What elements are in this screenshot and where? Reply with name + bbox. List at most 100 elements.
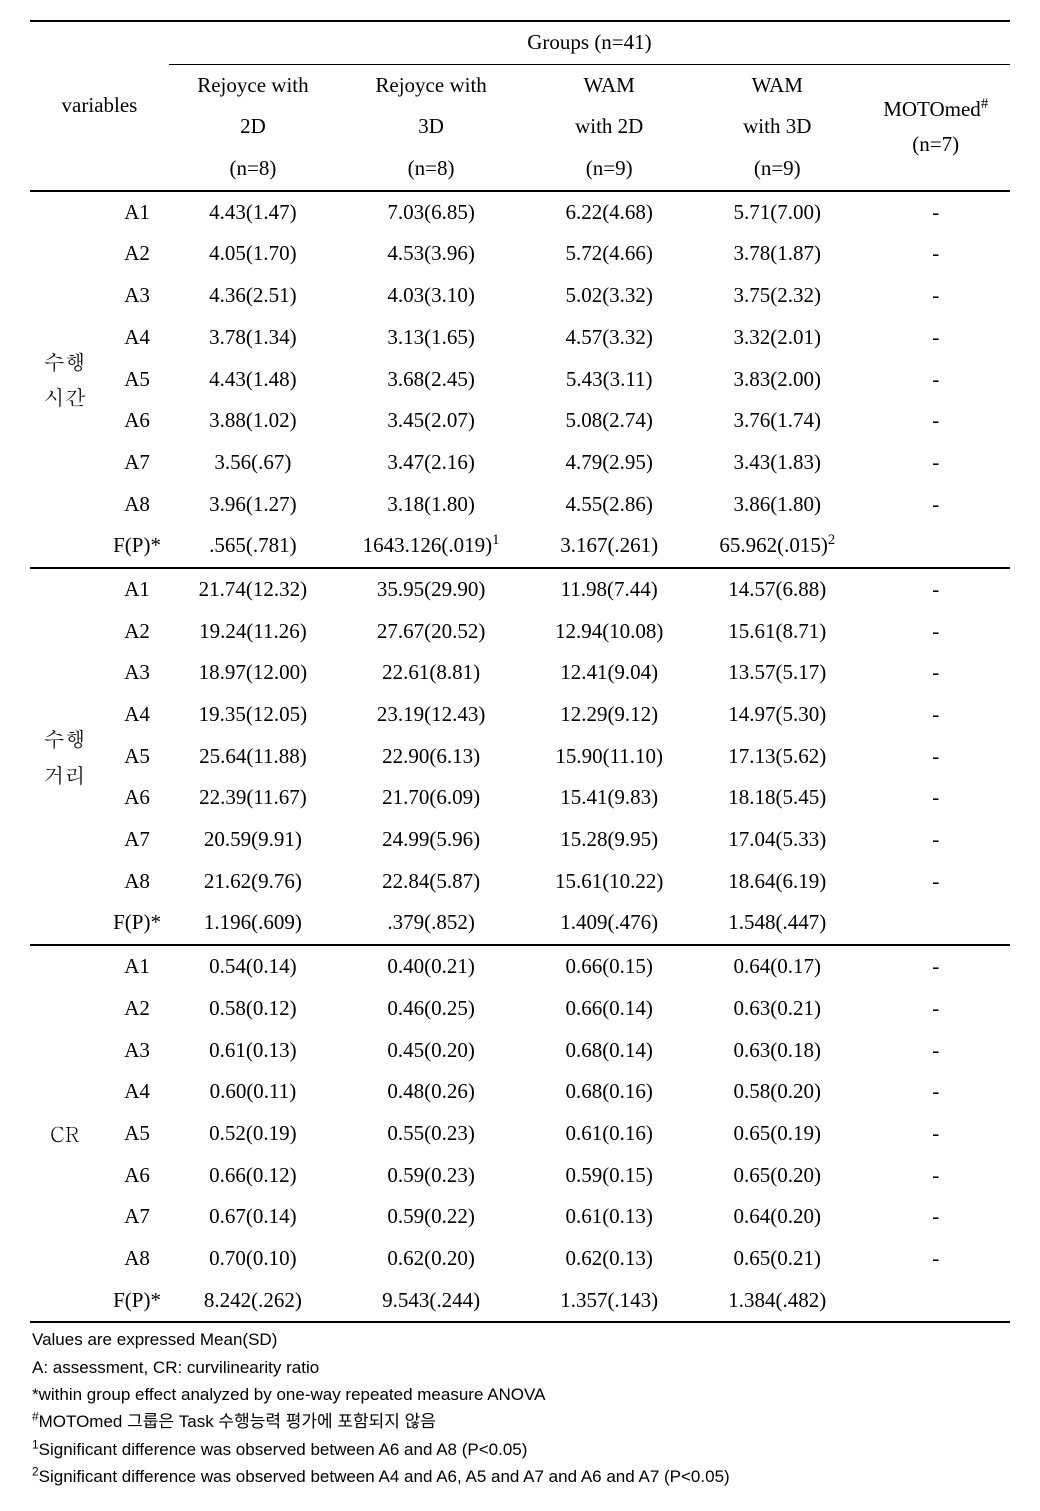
data-cell: 0.59(0.15) [525,1155,693,1197]
footnotes: Values are expressed Mean(SD) A: assessm… [30,1327,1010,1490]
row-sublabel: A5 [99,736,169,778]
data-cell: 3.96(1.27) [169,484,337,526]
motomed-cell: - [861,777,1010,819]
data-table: variables Groups (n=41) Rejoyce with Rej… [30,20,1010,1323]
stat-label: F(P)* [99,525,169,568]
table-row: A318.97(12.00)22.61(8.81)12.41(9.04)13.5… [30,652,1010,694]
motomed-cell: - [861,988,1010,1030]
data-cell: 15.28(9.95) [525,819,693,861]
data-cell: 0.64(0.17) [693,945,861,988]
stat-cell: 1.548(.447) [693,902,861,945]
table-row: A419.35(12.05)23.19(12.43)12.29(9.12)14.… [30,694,1010,736]
table-row: A43.78(1.34)3.13(1.65)4.57(3.32)3.32(2.0… [30,317,1010,359]
data-cell: 0.68(0.14) [525,1030,693,1072]
data-cell: 0.64(0.20) [693,1196,861,1238]
table-row: A60.66(0.12)0.59(0.23)0.59(0.15)0.65(0.2… [30,1155,1010,1197]
row-sublabel: A2 [99,988,169,1030]
row-sublabel: A8 [99,1238,169,1280]
row-sublabel: A7 [99,819,169,861]
stat-value: 9.543(.244) [382,1288,480,1312]
table-row: A34.36(2.51)4.03(3.10)5.02(3.32)3.75(2.3… [30,275,1010,317]
data-cell: 4.43(1.48) [169,359,337,401]
table-row: A50.52(0.19)0.55(0.23)0.61(0.16)0.65(0.1… [30,1113,1010,1155]
footnote-text: MOTOmed 그룹은 Task 수행능력 평가에 포함되지 않음 [39,1412,436,1431]
motomed-cell: - [861,191,1010,234]
data-cell: 0.46(0.25) [337,988,525,1030]
table-row: A54.43(1.48)3.68(2.45)5.43(3.11)3.83(2.0… [30,359,1010,401]
stat-cell: 1.196(.609) [169,902,337,945]
data-cell: 25.64(11.88) [169,736,337,778]
data-cell: 0.61(0.16) [525,1113,693,1155]
data-cell: 22.84(5.87) [337,861,525,903]
data-cell: 0.40(0.21) [337,945,525,988]
stat-row: F(P)*.565(.781)1643.126(.019)13.167(.261… [30,525,1010,568]
data-cell: 21.70(6.09) [337,777,525,819]
header-col-2-l2: with 2D [525,106,693,148]
footnote-line: 1Significant difference was observed bet… [32,1437,1010,1463]
row-sublabel: A8 [99,861,169,903]
stat-cell: 9.543(.244) [337,1280,525,1323]
footnote-text: *within group effect analyzed by one-way… [32,1385,545,1404]
stat-sup: 2 [828,532,835,548]
motomed-cell: - [861,317,1010,359]
data-cell: 35.95(29.90) [337,568,525,611]
data-cell: 22.39(11.67) [169,777,337,819]
data-cell: 3.43(1.83) [693,442,861,484]
data-cell: 5.43(3.11) [525,359,693,401]
row-sublabel: A7 [99,442,169,484]
data-cell: 12.29(9.12) [525,694,693,736]
data-cell: 0.67(0.14) [169,1196,337,1238]
footnote-text: Significant difference was observed betw… [39,1440,528,1459]
row-sublabel: A2 [99,611,169,653]
footnote-line: A: assessment, CR: curvilinearity ratio [32,1355,1010,1381]
stat-value: 1.384(.482) [728,1288,826,1312]
table-row: A20.58(0.12)0.46(0.25)0.66(0.14)0.63(0.2… [30,988,1010,1030]
row-sublabel: A6 [99,777,169,819]
header-col-0-l1: Rejoyce with [169,64,337,106]
data-cell: 0.65(0.21) [693,1238,861,1280]
row-sublabel: A7 [99,1196,169,1238]
table-row: A70.67(0.14)0.59(0.22)0.61(0.13)0.64(0.2… [30,1196,1010,1238]
stat-cell: .379(.852) [337,902,525,945]
row-sublabel: A2 [99,233,169,275]
stat-cell: 8.242(.262) [169,1280,337,1323]
data-cell: 20.59(9.91) [169,819,337,861]
footnote-text: A: assessment, CR: curvilinearity ratio [32,1358,319,1377]
data-cell: 3.86(1.80) [693,484,861,526]
data-cell: 21.62(9.76) [169,861,337,903]
table-row: CRA10.54(0.14)0.40(0.21)0.66(0.15)0.64(0… [30,945,1010,988]
stat-row: F(P)*8.242(.262)9.543(.244)1.357(.143)1.… [30,1280,1010,1323]
data-cell: 11.98(7.44) [525,568,693,611]
table-row: A80.70(0.10)0.62(0.20)0.62(0.13)0.65(0.2… [30,1238,1010,1280]
stat-cell: 65.962(.015)2 [693,525,861,568]
data-cell: 24.99(5.96) [337,819,525,861]
data-cell: 23.19(12.43) [337,694,525,736]
data-cell: 15.41(9.83) [525,777,693,819]
data-cell: 0.59(0.23) [337,1155,525,1197]
motomed-cell: - [861,568,1010,611]
row-sublabel: A6 [99,400,169,442]
data-cell: 3.47(2.16) [337,442,525,484]
data-cell: 0.66(0.12) [169,1155,337,1197]
stat-value: 1643.126(.019) [363,533,493,557]
data-cell: 3.76(1.74) [693,400,861,442]
motomed-cell: - [861,694,1010,736]
header-col-1-l3: (n=8) [337,148,525,191]
header-row-2: Rejoyce with Rejoyce with WAM WAM MOTOme… [30,64,1010,106]
stat-cell: 1.384(.482) [693,1280,861,1323]
header-variables: variables [30,21,169,191]
data-cell: 4.55(2.86) [525,484,693,526]
header-groups: Groups (n=41) [169,21,1010,64]
stat-cell: 3.167(.261) [525,525,693,568]
table-row: A821.62(9.76)22.84(5.87)15.61(10.22)18.6… [30,861,1010,903]
table-row: 수행시간A14.43(1.47)7.03(6.85)6.22(4.68)5.71… [30,191,1010,234]
data-cell: 0.62(0.20) [337,1238,525,1280]
stat-value: 1.409(.476) [560,910,658,934]
data-cell: 3.83(2.00) [693,359,861,401]
row-sublabel: A6 [99,1155,169,1197]
data-cell: 4.57(3.32) [525,317,693,359]
footnote-line: #MOTOmed 그룹은 Task 수행능력 평가에 포함되지 않음 [32,1409,1010,1435]
data-cell: 18.97(12.00) [169,652,337,694]
header-col-3-l2: with 3D [693,106,861,148]
header-col-3-l1: WAM [693,64,861,106]
